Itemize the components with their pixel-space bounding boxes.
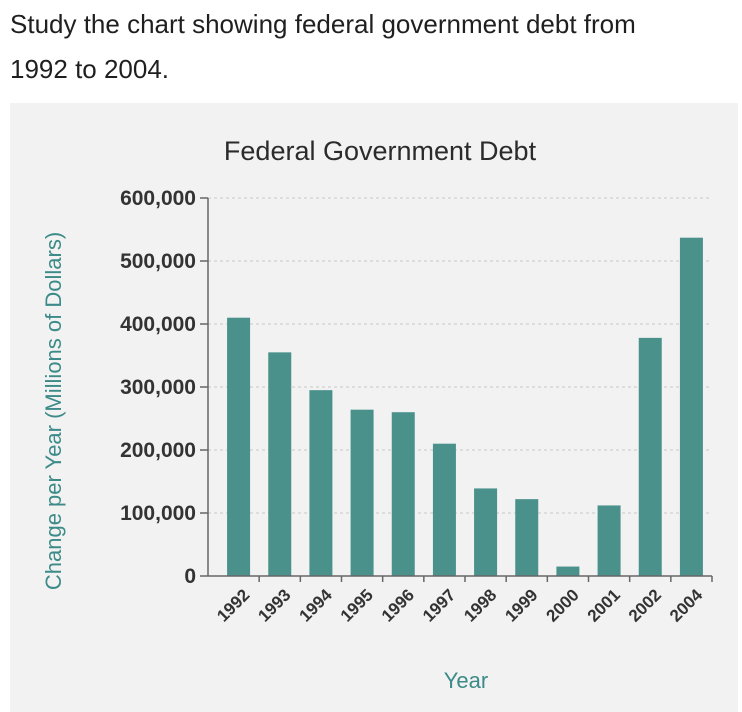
bars <box>227 237 703 576</box>
bar-1995 <box>350 409 374 576</box>
bar-1996 <box>391 412 415 576</box>
x-tick-label: 2000 <box>543 585 583 625</box>
x-axis-label: Year <box>444 668 488 693</box>
axes <box>207 198 712 577</box>
bar-1992 <box>227 317 251 576</box>
x-tick-label: 1998 <box>460 585 500 625</box>
x-tick-label: 1997 <box>419 585 459 625</box>
x-tick-label: 1993 <box>254 585 294 625</box>
chart-title: Federal Government Debt <box>224 136 537 166</box>
y-tick-label: 600,000 <box>120 187 196 210</box>
bar-2002 <box>638 337 662 576</box>
y-tick-label: 100,000 <box>120 502 196 525</box>
y-tick-label: 200,000 <box>120 439 196 462</box>
question-text: Study the chart showing federal governme… <box>10 2 738 92</box>
y-tick-label: 300,000 <box>120 376 196 399</box>
x-tick-label: 2002 <box>625 585 665 625</box>
x-tick-label: 1999 <box>501 585 541 625</box>
bar-1994 <box>309 390 333 576</box>
x-tick-label: 2004 <box>666 585 707 626</box>
x-tick-label: 1994 <box>296 585 337 626</box>
bar-1999 <box>515 499 539 576</box>
x-tick-label: 1992 <box>213 585 253 625</box>
bar-2004 <box>679 237 703 576</box>
x-tick-label: 1995 <box>337 585 377 625</box>
bar-chart: Federal Government Debt 0 100,000 200,000 3… <box>41 136 713 693</box>
gridlines <box>208 197 712 514</box>
x-tick-label: 2001 <box>584 585 624 625</box>
bar-1997 <box>432 443 456 576</box>
bar-1998 <box>474 488 498 576</box>
question-line-1: Study the chart showing federal governme… <box>10 9 636 39</box>
x-tick-label: 1996 <box>378 585 418 625</box>
bar-1993 <box>268 352 292 576</box>
y-tick-label: 400,000 <box>120 313 196 336</box>
y-tick-label: 0 <box>184 565 196 588</box>
x-axis-ticks: 1992 1993 1994 1995 1996 1997 1998 1999 2000 2001… <box>213 576 713 626</box>
y-axis-ticks: 0 100,000 200,000 300,000 400,000 500,000 600,… <box>120 187 208 588</box>
bar-2001 <box>597 505 621 576</box>
y-axis-label: Change per Year (Millions of Dollars) <box>41 232 66 590</box>
question-line-2: 1992 to 2004. <box>10 54 170 84</box>
y-tick-label: 500,000 <box>120 250 196 273</box>
bar-2000 <box>556 566 580 576</box>
chart-panel: Federal Government Debt 0 100,000 200,000 3… <box>10 103 738 712</box>
